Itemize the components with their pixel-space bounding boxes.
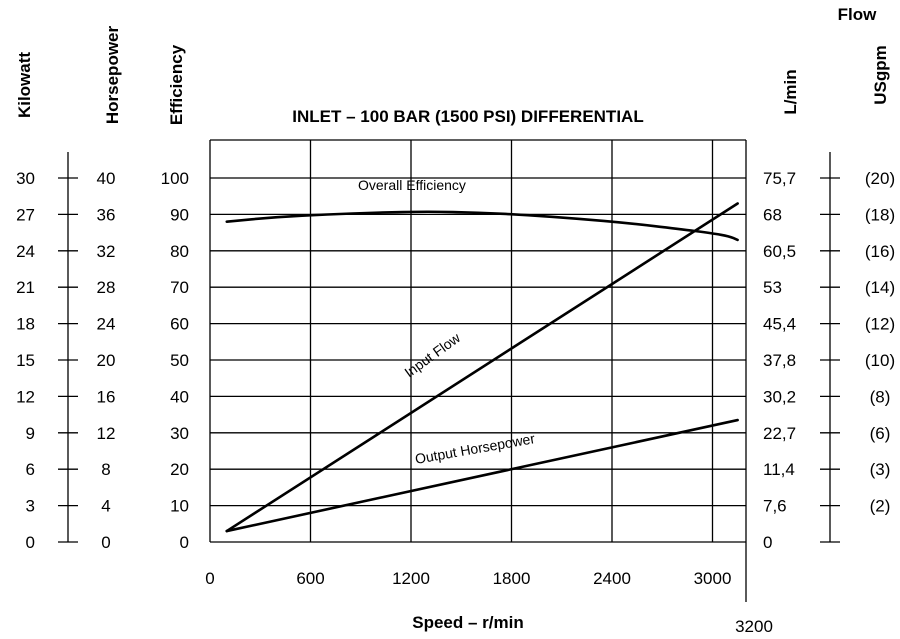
kilowatt-tick-label: 9 bbox=[26, 424, 35, 443]
usgpm-tick-label: (18) bbox=[865, 205, 895, 224]
x-tick-label: 1200 bbox=[392, 569, 430, 588]
usgpm-tick-label: (16) bbox=[865, 242, 895, 261]
usgpm-axis-title: USgpm bbox=[871, 45, 890, 105]
horsepower-tick-label: 12 bbox=[97, 424, 116, 443]
efficiency-tick-label: 30 bbox=[170, 424, 189, 443]
efficiency-tick-label: 100 bbox=[161, 169, 189, 188]
axes bbox=[58, 152, 840, 543]
horsepower-axis-title: Horsepower bbox=[103, 25, 122, 124]
kilowatt-tick-label: 6 bbox=[26, 460, 35, 479]
usgpm-tick-label: (10) bbox=[865, 351, 895, 370]
horsepower-tick-label: 4 bbox=[101, 497, 110, 516]
overall-efficiency-curve bbox=[225, 210, 739, 242]
efficiency-tick-label: 60 bbox=[170, 315, 189, 334]
horsepower-tick-label: 40 bbox=[97, 169, 116, 188]
kilowatt-tick-label: 15 bbox=[16, 351, 35, 370]
kilowatt-tick-label: 3 bbox=[26, 497, 35, 516]
horsepower-tick-label: 20 bbox=[97, 351, 116, 370]
lmin-axis-title: L/min bbox=[781, 69, 800, 114]
efficiency-tick-label: 10 bbox=[170, 497, 189, 516]
kilowatt-axis-title: Kilowatt bbox=[15, 52, 34, 118]
efficiency-tick-label: 20 bbox=[170, 460, 189, 479]
overall-efficiency-label: Overall Efficiency bbox=[358, 177, 466, 193]
efficiency-tick-label: 70 bbox=[170, 278, 189, 297]
horsepower-tick-label: 0 bbox=[101, 533, 110, 552]
kilowatt-tick-label: 0 bbox=[26, 533, 35, 552]
horsepower-tick-label: 36 bbox=[97, 205, 116, 224]
efficiency-tick-label: 50 bbox=[170, 351, 189, 370]
x-tick-label: 1800 bbox=[493, 569, 531, 588]
input-flow-curve bbox=[225, 202, 739, 533]
grid bbox=[209, 139, 747, 602]
efficiency-tick-label: 90 bbox=[170, 205, 189, 224]
lmin-tick-label: 11,4 bbox=[763, 460, 795, 479]
output-horsepower-label: Output Horsepower bbox=[414, 430, 537, 467]
x-axis-title: Speed – r/min bbox=[412, 613, 523, 632]
usgpm-tick-label: (12) bbox=[865, 315, 895, 334]
usgpm-tick-label: (14) bbox=[865, 278, 895, 297]
kilowatt-tick-label: 30 bbox=[16, 169, 35, 188]
efficiency-tick-label: 80 bbox=[170, 242, 189, 261]
kilowatt-tick-label: 24 bbox=[16, 242, 35, 261]
lmin-tick-label: 30,2 bbox=[763, 387, 796, 406]
kilowatt-tick-label: 27 bbox=[16, 205, 35, 224]
lmin-tick-label: 7,6 bbox=[763, 497, 787, 516]
lmin-tick-label: 22,7 bbox=[763, 424, 796, 443]
usgpm-tick-label: (6) bbox=[870, 424, 891, 443]
flow-group-label: Flow bbox=[838, 5, 877, 24]
x-tick-label: 600 bbox=[296, 569, 324, 588]
lmin-tick-label: 53 bbox=[763, 278, 782, 297]
lmin-tick-label: 68 bbox=[763, 205, 782, 224]
efficiency-axis-title: Efficiency bbox=[167, 44, 186, 125]
series bbox=[225, 202, 739, 533]
x-tick-label: 0 bbox=[205, 569, 214, 588]
horsepower-tick-label: 24 bbox=[97, 315, 116, 334]
x-tick-label: 3000 bbox=[694, 569, 732, 588]
horsepower-tick-label: 16 bbox=[97, 387, 116, 406]
usgpm-tick-label: (3) bbox=[870, 460, 891, 479]
horsepower-tick-label: 8 bbox=[101, 460, 110, 479]
efficiency-tick-label: 40 bbox=[170, 387, 189, 406]
efficiency-tick-label: 0 bbox=[180, 533, 189, 552]
lmin-tick-label: 45,4 bbox=[763, 315, 796, 334]
lmin-tick-label: 60,5 bbox=[763, 242, 796, 261]
lmin-tick-label: 37,8 bbox=[763, 351, 796, 370]
chart-title: INLET – 100 BAR (1500 PSI) DIFFERENTIAL bbox=[292, 107, 643, 126]
usgpm-tick-label: (8) bbox=[870, 387, 891, 406]
lmin-tick-label: 0 bbox=[763, 533, 772, 552]
kilowatt-tick-label: 21 bbox=[16, 278, 35, 297]
kilowatt-tick-label: 18 bbox=[16, 315, 35, 334]
x-tick-label: 2400 bbox=[593, 569, 631, 588]
horsepower-tick-label: 28 bbox=[97, 278, 116, 297]
x-extra-tick-label: 3200 bbox=[735, 617, 773, 636]
horsepower-tick-label: 32 bbox=[97, 242, 116, 261]
kilowatt-tick-label: 12 bbox=[16, 387, 35, 406]
output-horsepower-curve bbox=[225, 418, 739, 533]
usgpm-tick-label: (20) bbox=[865, 169, 895, 188]
lmin-tick-label: 75,7 bbox=[763, 169, 796, 188]
usgpm-tick-label: (2) bbox=[870, 497, 891, 516]
